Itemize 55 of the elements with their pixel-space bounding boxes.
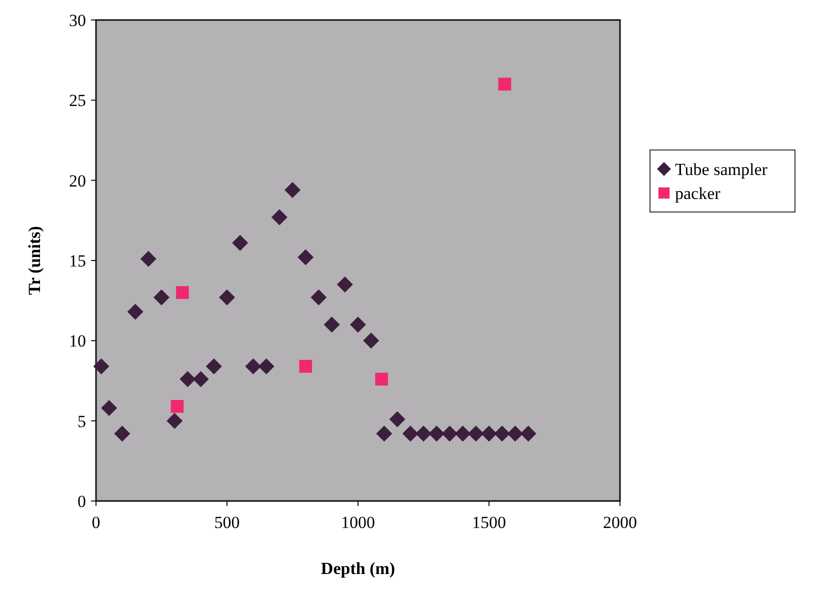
point — [507, 426, 524, 442]
point — [180, 371, 196, 388]
x-tick-label: 0 — [92, 513, 100, 532]
point — [271, 209, 288, 226]
point — [402, 426, 418, 442]
point — [284, 182, 300, 198]
point — [428, 426, 445, 442]
y-tick-label: 25 — [69, 91, 86, 110]
point — [154, 289, 170, 306]
point — [375, 372, 388, 386]
point — [481, 426, 497, 442]
point — [298, 249, 314, 266]
point — [176, 286, 189, 299]
point — [206, 358, 222, 374]
y-tick-label: 20 — [69, 171, 86, 190]
point — [324, 316, 340, 333]
point — [363, 332, 380, 349]
point — [498, 78, 512, 91]
point — [127, 304, 144, 320]
point — [114, 426, 130, 442]
point — [140, 250, 156, 267]
point — [232, 234, 248, 251]
point — [416, 426, 432, 442]
point — [454, 426, 471, 442]
x-tick-label: 1500 — [472, 513, 506, 532]
point — [101, 400, 118, 416]
point — [376, 426, 392, 442]
legend-label: packer — [675, 184, 721, 203]
point — [166, 412, 183, 429]
point — [219, 289, 235, 306]
x-axis-title: Depth (m) — [320, 559, 396, 578]
y-axis-title: Tr (units) — [25, 226, 44, 295]
y-tick-label: 30 — [69, 10, 86, 30]
point — [389, 411, 406, 428]
point — [310, 289, 327, 306]
point — [468, 426, 484, 442]
point — [192, 371, 209, 388]
point — [258, 358, 274, 374]
y-tick-label: 10 — [69, 332, 86, 351]
x-tick-label: 500 — [214, 513, 240, 532]
point — [93, 358, 110, 374]
y-tick-label: 0 — [78, 492, 86, 511]
point — [494, 426, 510, 442]
point — [170, 400, 184, 413]
point — [350, 316, 366, 333]
point — [442, 426, 458, 442]
legend-label: Tube sampler — [675, 160, 768, 179]
point — [336, 276, 353, 293]
y-tick-label: 5 — [78, 412, 86, 431]
point — [520, 426, 536, 442]
x-tick-label: 1000 — [341, 513, 375, 532]
x-tick-label: 2000 — [603, 513, 637, 532]
y-tick-label: 15 — [69, 251, 86, 270]
point — [245, 358, 262, 374]
point — [299, 360, 312, 373]
